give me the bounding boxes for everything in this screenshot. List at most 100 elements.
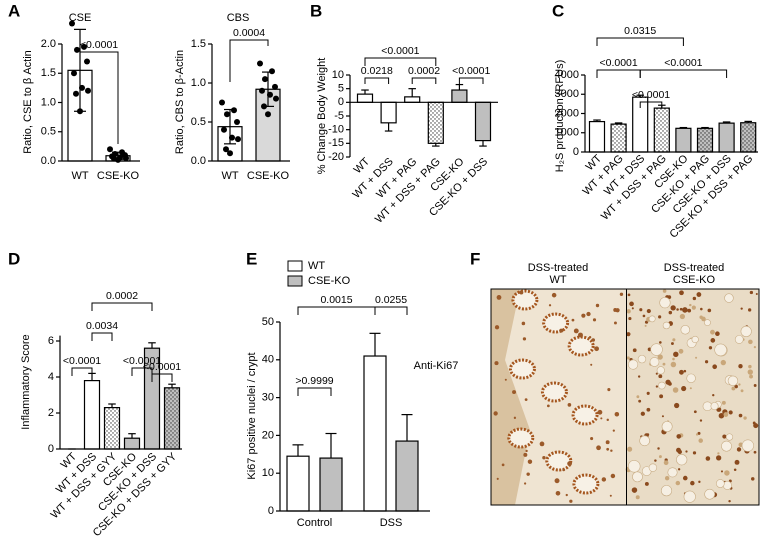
goblet <box>715 479 725 488</box>
x-tick-label: WT <box>221 170 238 182</box>
nucleus <box>681 386 687 392</box>
nucleus <box>664 475 670 481</box>
bar <box>356 93 374 103</box>
nucleus <box>646 309 651 314</box>
nucleus <box>573 328 579 334</box>
y-tick-label: -20 <box>328 151 344 163</box>
y-tick-label: 0.5 <box>191 116 206 128</box>
nucleus <box>749 290 754 295</box>
nucleus <box>712 393 715 397</box>
bar <box>588 120 606 153</box>
nucleus <box>716 455 722 461</box>
y-tick-label: 20 <box>262 429 274 441</box>
nucleus <box>736 447 742 452</box>
bar <box>395 440 419 512</box>
nucleus <box>707 308 712 313</box>
nucleus <box>672 387 679 393</box>
nucleus <box>670 361 677 368</box>
significance-bracket <box>639 101 663 108</box>
significance-bracket <box>596 69 641 78</box>
nucleus <box>679 369 684 375</box>
bar <box>427 101 444 144</box>
p-value: <0.0001 <box>599 57 637 69</box>
nucleus <box>674 402 680 409</box>
y-tick-label: 40 <box>262 354 274 366</box>
goblet <box>667 467 678 478</box>
x-tick-label: Control <box>297 517 332 529</box>
goblet <box>628 359 639 370</box>
y-axis-label: Inflammatory Score <box>20 334 32 429</box>
y-tick-label: 0.0 <box>41 155 56 167</box>
nucleus <box>526 472 530 476</box>
nucleus <box>494 361 499 366</box>
nucleus <box>704 360 709 364</box>
goblet <box>659 297 671 309</box>
goblet <box>725 433 734 441</box>
goblet <box>741 439 754 452</box>
nucleus <box>559 328 564 333</box>
bar <box>103 407 121 450</box>
nucleus <box>698 480 701 484</box>
nucleus <box>519 290 524 295</box>
y-tick-label: 10 <box>332 69 344 81</box>
y-tick-label: 0 <box>268 505 274 517</box>
nucleus <box>689 303 692 307</box>
nucleus <box>748 339 753 345</box>
data-point <box>81 43 87 50</box>
nucleus <box>668 310 673 315</box>
data-point <box>227 150 233 157</box>
nucleus <box>493 411 498 416</box>
data-point <box>79 84 85 91</box>
nucleus <box>738 383 741 386</box>
significance-bracket <box>297 306 376 315</box>
bar <box>718 122 735 153</box>
significance-bracket <box>364 57 437 66</box>
nucleus <box>626 309 631 314</box>
nucleus <box>581 313 586 318</box>
nucleus <box>699 419 703 422</box>
data-point <box>231 107 237 114</box>
data-point <box>219 99 225 106</box>
nucleus <box>642 314 646 318</box>
crypt <box>572 473 600 495</box>
nucleus <box>678 348 684 354</box>
data-point <box>234 119 240 125</box>
y-tick-label: 1.0 <box>41 96 56 108</box>
goblet <box>740 325 752 337</box>
nucleus <box>724 470 730 476</box>
y-tick-label: 10 <box>262 467 274 479</box>
nucleus <box>753 346 756 349</box>
nucleus <box>565 493 568 497</box>
nucleus <box>562 468 566 472</box>
significance-bracket <box>71 367 93 376</box>
nucleus <box>738 413 743 418</box>
significance-bracket <box>91 302 153 311</box>
nucleus <box>615 308 620 313</box>
nucleus <box>682 307 688 313</box>
goblet <box>734 335 744 344</box>
goblet <box>660 485 673 497</box>
p-value: 0.0002 <box>408 65 440 77</box>
nucleus <box>597 409 603 415</box>
nucleus <box>504 378 507 381</box>
nucleus <box>607 388 611 392</box>
p-value: <0.0001 <box>452 65 490 77</box>
chart-title: CSE <box>69 12 92 24</box>
nucleus <box>659 394 664 399</box>
crypt <box>508 358 536 380</box>
nucleus <box>588 336 592 339</box>
nucleus <box>665 379 671 385</box>
nucleus <box>662 362 666 366</box>
p-value: 0.0004 <box>233 27 265 39</box>
y-tick-label: 6 <box>48 335 54 347</box>
nucleus <box>524 398 528 401</box>
nucleus <box>571 318 575 322</box>
nucleus <box>527 459 533 464</box>
panel-label: F <box>470 249 480 268</box>
nucleus <box>657 354 663 360</box>
crypt <box>542 312 570 334</box>
data-point <box>261 103 267 110</box>
nucleus <box>646 391 650 395</box>
goblet <box>721 440 732 452</box>
significance-bracket <box>297 387 332 396</box>
